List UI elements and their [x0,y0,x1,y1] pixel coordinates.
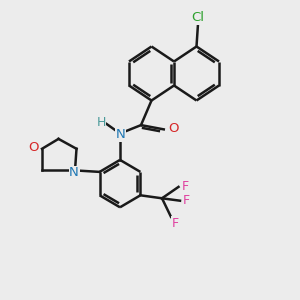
Text: F: F [183,194,190,207]
Text: F: F [172,217,179,230]
Text: N: N [69,166,79,179]
Text: O: O [168,122,179,135]
Text: H: H [96,116,106,129]
Text: F: F [182,180,189,193]
Text: Cl: Cl [191,11,205,24]
Text: N: N [116,128,126,142]
Text: O: O [28,141,39,154]
